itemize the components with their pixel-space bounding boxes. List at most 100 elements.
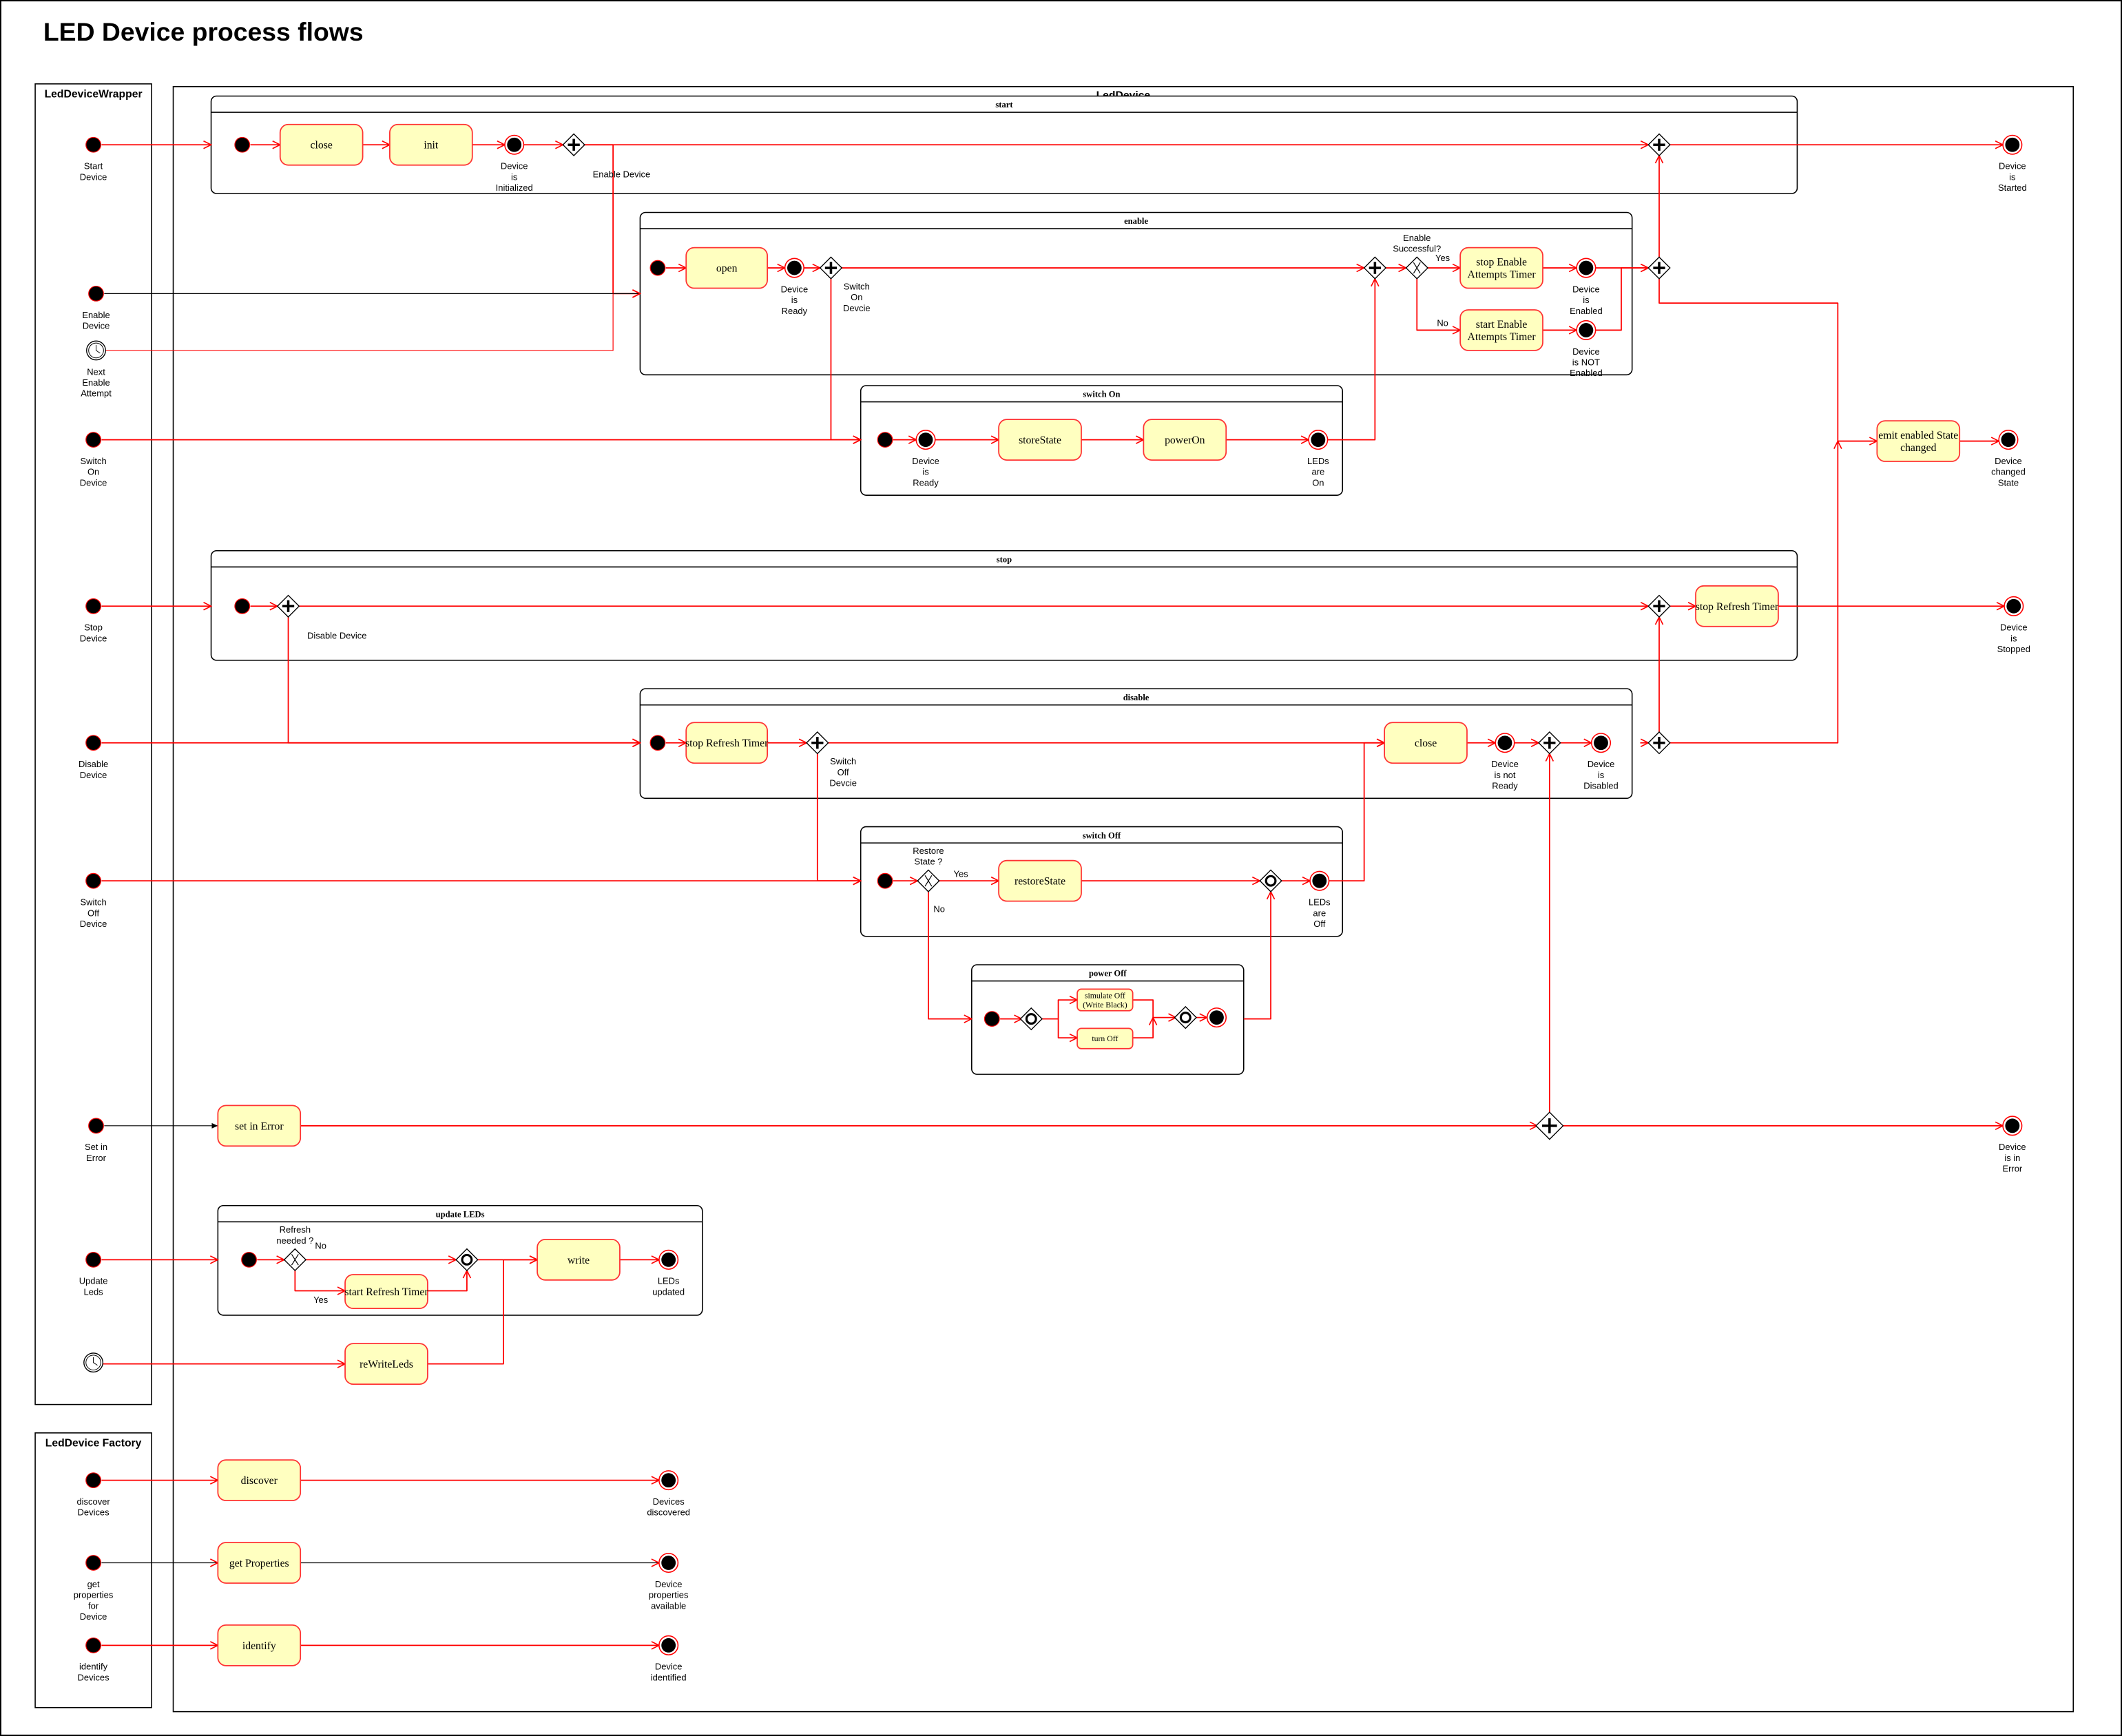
flow-arrow [1329,743,1385,882]
node-label: Update Leds [79,1276,108,1297]
group-enable: enable [639,211,1633,376]
parallel-gateway-icon [1647,594,1671,618]
end-node [1206,1007,1227,1028]
flow-arrow [1669,441,1838,744]
start-node [241,1251,257,1268]
action-label: open [716,263,738,275]
action-open[interactable]: open [685,247,768,289]
flow-label: Yes [1435,253,1450,263]
action-store-state[interactable]: storeState [998,419,1082,461]
action-get-properties[interactable]: get Properties [217,1542,302,1584]
flow-label: No [315,1241,326,1251]
inclusive-gateway-icon [1174,1005,1197,1029]
node-label: Device is not Ready [1491,759,1519,791]
action-set-error[interactable]: set in Error [217,1105,302,1147]
flow-arrow [104,293,614,351]
flow-arrow [1327,279,1375,441]
node-label: LEDs are On [1307,456,1329,488]
flow-arrow [1595,268,1649,331]
flow-label: Yes [313,1295,329,1305]
pool-wrapper-title: LedDeviceWrapper [45,88,143,100]
action-stop-enable-timer[interactable]: stop Enable Attempts Timer [1459,247,1543,289]
action-label: simulate Off (Write Black) [1083,991,1127,1010]
action-label: stop Enable Attempts Timer [1468,257,1537,281]
node-label: discover Devices [76,1496,110,1518]
action-stop-refresh-stop[interactable]: stop Refresh Timer [1695,585,1779,627]
action-start-refresh-timer[interactable]: start Refresh Timer [344,1274,428,1309]
node-label: Start Device [80,161,107,182]
node-label: Restore State ? [913,846,944,867]
flow-label: No [933,903,945,914]
flow-arrow [1041,1000,1077,1020]
node-label: Enable Successful? [1393,233,1441,254]
start-node [877,872,893,889]
node-label: Enable Device [593,169,651,179]
node-label: Device is Started [1998,161,2027,193]
action-close-start[interactable]: close [279,123,364,166]
end-node: Device is in Error [1999,1116,2026,1174]
action-start-enable-timer[interactable]: start Enable Attempts Timer [1459,309,1543,351]
inclusive-gateway-icon [1259,869,1282,892]
group-title: switch Off [1083,830,1121,840]
action-label: init [424,140,439,151]
end-node: Device is NOT Enabled [1570,320,1603,378]
start-node: get properties for Device [74,1555,114,1622]
end-node: Device is Ready [781,258,809,316]
parallel-gateway-icon: Disable Device [276,594,366,640]
action-init[interactable]: init [389,123,473,166]
end-node: Device is Stopped [1997,596,2030,654]
action-simulate-off[interactable]: simulate Off (Write Black) [1076,988,1134,1012]
timer-event-icon: Next Enable Attempt [81,340,112,399]
node-label: Device changed State [1991,456,2026,488]
start-node [649,735,666,751]
start-node: Update Leds [79,1251,108,1297]
group-title: start [995,100,1013,109]
action-emit-state[interactable]: emit enabled State changed [1876,420,1961,462]
action-stop-refresh-disable[interactable]: stop Refresh Timer [685,722,769,764]
action-restore-state[interactable]: restoreState [998,859,1082,902]
node-label: Disable Device [307,630,366,640]
action-label: write [568,1255,590,1266]
group-title: disable [1123,693,1150,702]
end-node: Device is Started [1998,134,2027,193]
page-title: LED Device process flows [43,17,364,46]
action-label: start Enable Attempts Timer [1468,319,1537,343]
node-label: Device is Ready [781,284,809,315]
group-power-off: power Off [971,964,1245,1075]
action-rewrite-leds[interactable]: reWriteLeds [344,1343,428,1385]
inclusive-gateway-icon [455,1248,479,1272]
start-node: Enable Device [82,285,110,331]
action-turn-off[interactable]: turn Off [1076,1027,1134,1049]
action-discover[interactable]: discover [217,1459,302,1501]
flow-label: Yes [954,868,969,879]
end-node: Device is Ready [912,430,939,488]
flow-arrow [1132,999,1176,1018]
start-node: Switch On Device [80,432,107,488]
action-close-disable[interactable]: close [1384,722,1468,764]
action-identify[interactable]: identify [217,1624,302,1666]
parallel-gateway-icon: Enable Device [562,133,651,179]
node-label: get properties for Device [74,1579,114,1622]
action-label: close [1415,738,1437,749]
node-label: Devices discovered [647,1496,690,1518]
start-node [984,1011,1000,1027]
group-title: stop [997,554,1012,564]
node-label: Switch Off Devcie [829,756,857,788]
node-label: Switch On Device [80,456,107,488]
node-label: Refresh needed ? [276,1224,313,1246]
node-label: LEDs updated [652,1276,685,1297]
flow-arrow [1057,1018,1078,1038]
end-node: Device is Initialized [496,134,533,193]
start-node: discover Devices [76,1472,110,1518]
node-label: Device is NOT Enabled [1570,346,1603,378]
group-title: enable [1124,216,1148,226]
action-write[interactable]: write [537,1238,621,1281]
action-label: set in Error [235,1120,284,1132]
action-label: discover [241,1475,278,1487]
action-power-on[interactable]: powerOn [1143,419,1227,461]
exclusive-gateway-icon: Enable Successful? [1393,233,1441,280]
action-label: restoreState [1015,876,1065,888]
start-node [234,136,251,153]
flow-arrow [928,891,972,1019]
